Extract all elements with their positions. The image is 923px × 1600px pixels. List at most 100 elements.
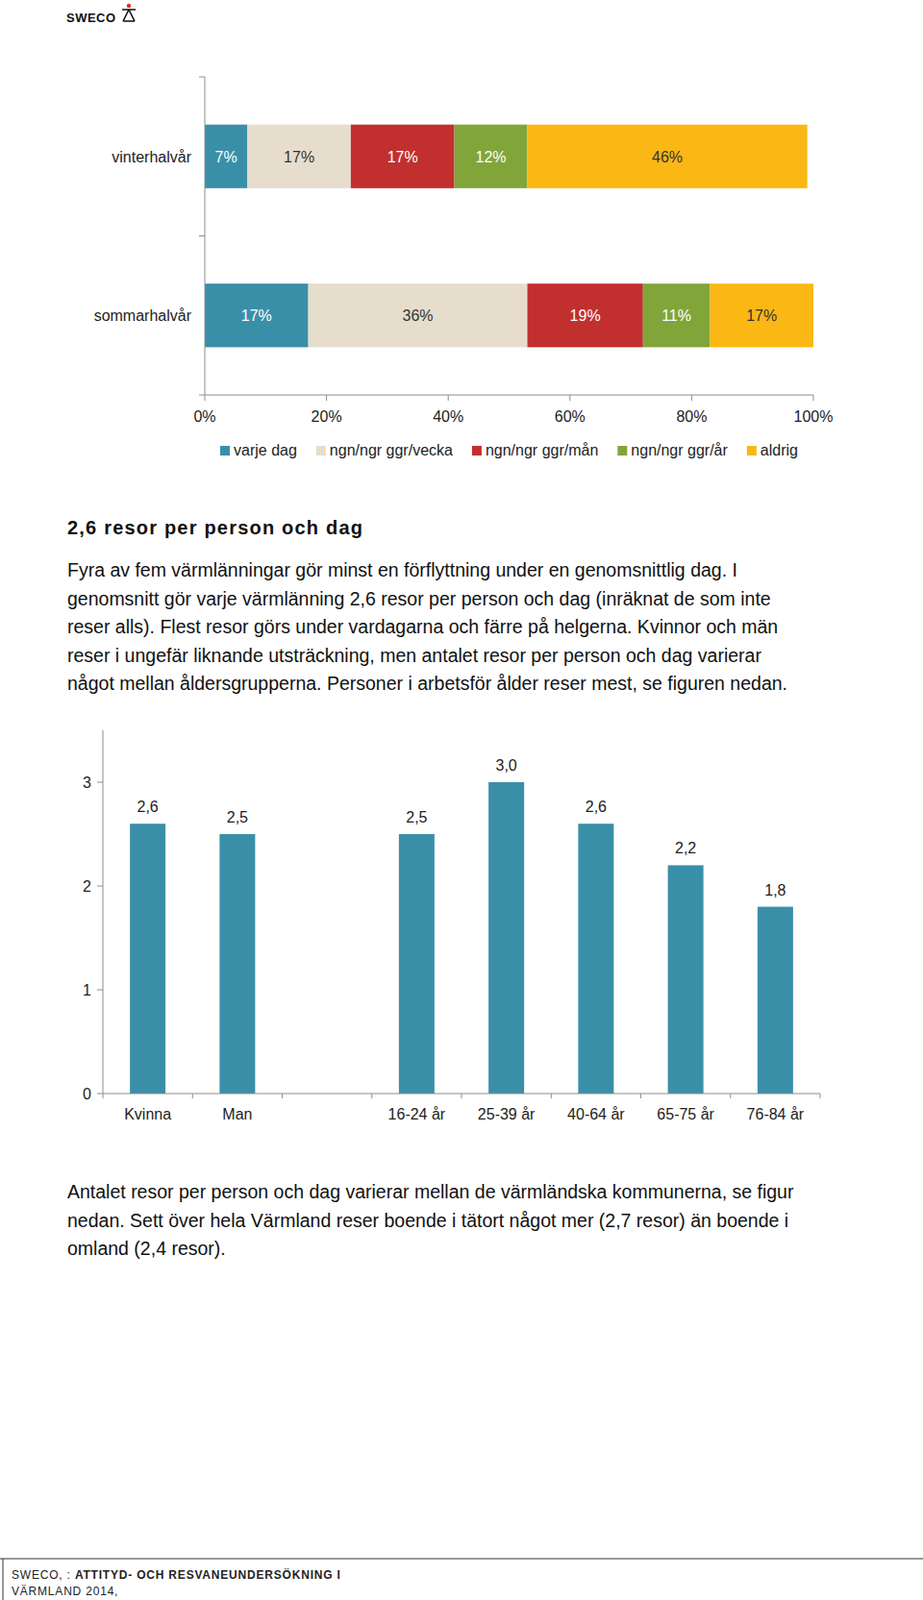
legend-item: ngn/ngr ggr/mån xyxy=(472,442,599,459)
tick-label: 1 xyxy=(82,982,92,999)
bar xyxy=(399,834,435,1095)
paragraph-line: Fyra av fem värmlänningar gör minst en f… xyxy=(67,559,738,581)
data-label: 46% xyxy=(651,149,683,166)
legend-label: ngn/ngr ggr/mån xyxy=(485,442,599,459)
footer-title: ATTITYD- OCH RESVANEUNDERSÖKNING I xyxy=(74,1568,342,1583)
legend: varje dag ngn/ngr ggr/vecka ngn/ngr ggr/må… xyxy=(220,442,799,459)
data-labels: 7%17%17%12%46%17%36%19%11%17% xyxy=(215,149,778,325)
legend-item: ngn/ngr ggr/vecka xyxy=(316,442,453,459)
logo-icon xyxy=(122,3,136,22)
tick-label: 20% xyxy=(311,408,343,425)
tick-label: 0% xyxy=(193,408,216,425)
category-tick xyxy=(461,1094,463,1099)
category-label: Kvinna xyxy=(124,1106,172,1123)
category-label: Man xyxy=(222,1106,252,1123)
logo: SWECO xyxy=(66,10,117,25)
data-label: 7% xyxy=(215,149,238,166)
bar-segment xyxy=(709,283,814,348)
paragraph-line: reser alls). Flest resor görs under vard… xyxy=(67,616,778,638)
bar xyxy=(129,823,166,1095)
category-tick xyxy=(550,1094,552,1099)
tick xyxy=(325,395,327,401)
category-label: 40-64 år xyxy=(567,1106,625,1123)
bar-segment xyxy=(350,124,455,189)
bar xyxy=(577,823,614,1095)
legend-label: ngn/ngr ggr/vecka xyxy=(329,442,453,459)
legend-label: ngn/ngr ggr/år xyxy=(630,442,728,459)
data-label: 2,2 xyxy=(674,840,697,857)
paragraph-line: något mellan åldersgrupperna. Personer i… xyxy=(67,673,788,695)
data-labels: 2,62,52,53,02,62,21,8 xyxy=(137,757,787,899)
heading: 2,6 resor per person och dag xyxy=(67,517,364,539)
data-label: 11% xyxy=(661,307,692,325)
data-label: 36% xyxy=(402,307,434,325)
paragraph-line: omland (2,4 resor). xyxy=(67,1238,226,1260)
bar-segment xyxy=(454,124,528,189)
bar xyxy=(219,834,255,1095)
tick xyxy=(569,395,571,401)
paragraph-line: Antalet resor per person och dag variera… xyxy=(67,1181,795,1203)
legend-swatch xyxy=(316,446,326,456)
legend-item: ngn/ngr ggr/år xyxy=(617,442,728,459)
tick xyxy=(97,990,103,992)
data-label: 17% xyxy=(746,307,777,325)
footer-rule-left xyxy=(2,1559,4,1600)
logo-dot xyxy=(126,3,131,8)
category-tick xyxy=(281,1094,283,1099)
bar xyxy=(668,865,704,1095)
category-label: vinterhalvår xyxy=(111,149,192,166)
legend-item: aldrig xyxy=(747,442,799,459)
tick-label: 3 xyxy=(82,774,92,792)
tick-label: 0 xyxy=(82,1086,92,1103)
tick-label: 40% xyxy=(432,408,464,425)
bar-segment xyxy=(204,124,248,189)
data-label: 2,6 xyxy=(585,798,607,816)
data-label: 17% xyxy=(387,149,419,166)
tick xyxy=(97,782,103,784)
bar-segment xyxy=(526,124,807,189)
data-label: 19% xyxy=(570,307,601,325)
tick xyxy=(204,395,206,401)
footer-rule xyxy=(0,1559,923,1561)
bar xyxy=(488,782,524,1095)
bar-segment xyxy=(204,283,309,348)
bar-segment xyxy=(643,283,711,348)
stacked-bar-chart: 7%17%17%12%46%17%36%19%11%17%vinterhalvå… xyxy=(94,76,834,459)
tick-label: 2 xyxy=(82,878,92,896)
tick xyxy=(97,1094,103,1096)
bars xyxy=(129,782,794,1095)
legend-swatch xyxy=(617,446,627,456)
data-label: 2,5 xyxy=(405,809,427,826)
category-tick xyxy=(640,1094,642,1099)
data-label: 1,8 xyxy=(764,882,786,899)
bar-segment xyxy=(526,283,643,348)
paragraph-line: genomsnitt gör varje värmlänning 2,6 res… xyxy=(67,588,772,610)
category-tick xyxy=(199,76,205,78)
category-label: 65-75 år xyxy=(656,1106,715,1123)
value-axis xyxy=(204,395,814,397)
legend-swatch xyxy=(747,446,757,456)
bar-chart: 2,62,52,53,02,62,21,8KvinnaMan16-24 år25… xyxy=(82,730,821,1123)
tick xyxy=(691,395,693,401)
legend-swatch xyxy=(220,446,230,456)
footer-prefix: SWECO, : xyxy=(11,1569,75,1583)
data-label: 2,5 xyxy=(226,809,249,826)
category-tick xyxy=(371,1094,373,1099)
data-label: 12% xyxy=(474,149,506,166)
category-tick xyxy=(199,395,205,397)
legend-label: varje dag xyxy=(233,442,298,459)
paragraph-line: nedan. Sett över hela Värmland reser boe… xyxy=(67,1210,789,1232)
legend-label: aldrig xyxy=(760,442,799,459)
logo-figure xyxy=(122,9,136,22)
category-label: 76-84 år xyxy=(747,1106,805,1123)
page: SWECO7%17%17%12%46%17%36%19%11%17%vinter… xyxy=(0,0,923,1600)
legend-swatch xyxy=(472,446,482,456)
tick-label: 60% xyxy=(554,408,586,425)
category-tick xyxy=(820,1094,822,1099)
bar xyxy=(757,907,794,1095)
bar-segment xyxy=(247,124,351,189)
tick-label: 80% xyxy=(675,408,707,425)
footer-line: SWECO, : ATTITYD- OCH RESVANEUNDERSÖKNIN… xyxy=(11,1568,342,1583)
category-label: 16-24 år xyxy=(388,1106,447,1123)
data-label: 2,6 xyxy=(137,798,159,816)
